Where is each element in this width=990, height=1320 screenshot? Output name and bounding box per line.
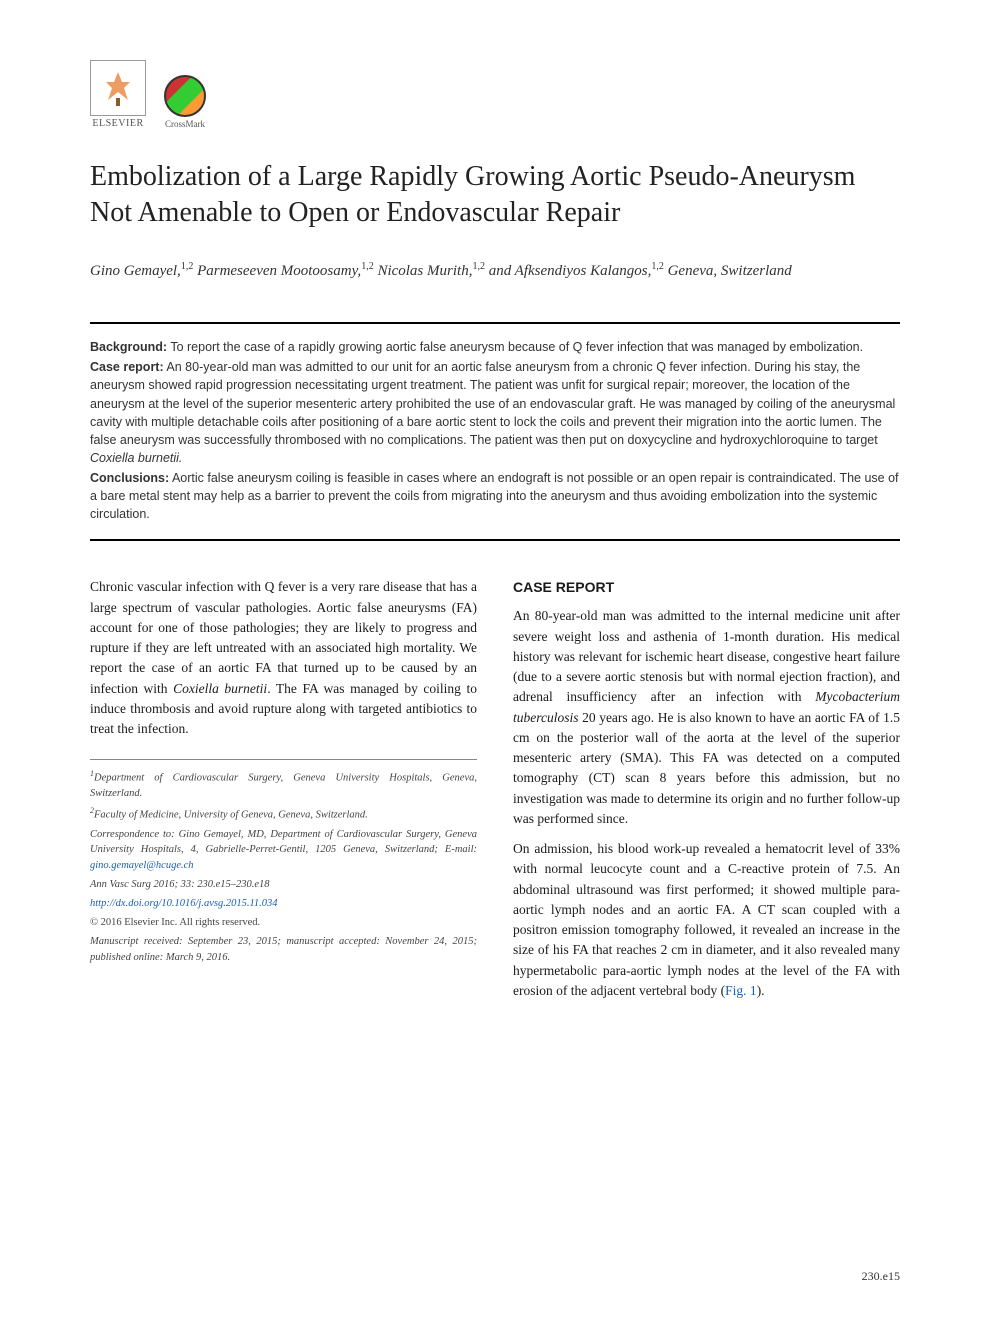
manuscript-history: Manuscript received: September 23, 2015;… (90, 934, 477, 964)
article-title: Embolization of a Large Rapidly Growing … (90, 159, 900, 231)
abstract-case-organism: Coxiella burnetii. (90, 451, 182, 465)
author-list: Gino Gemayel,1,2 Parmeseeven Mootoosamy,… (90, 259, 900, 283)
abstract-conclusions-label: Conclusions: (90, 471, 169, 485)
abstract-case-label: Case report: (90, 360, 164, 374)
intro-organism: Coxiella burnetii (173, 681, 267, 696)
correspondence-text: Correspondence to: Gino Gemayel, MD, Dep… (90, 829, 477, 855)
case-p1-b: 20 years ago. He is also known to have a… (513, 710, 900, 826)
case-p2-b: ). (757, 983, 765, 998)
affiliation-1: 1Department of Cardiovascular Surgery, G… (90, 768, 477, 801)
abstract-conclusions-text: Aortic false aneurysm coiling is feasibl… (90, 471, 899, 521)
abstract-case-text: An 80-year-old man was admitted to our u… (90, 360, 895, 447)
citation-line: Ann Vasc Surg 2016; 33: 230.e15–230.e18 (90, 877, 477, 892)
abstract-box: Background: To report the case of a rapi… (90, 322, 900, 541)
crossmark-logo[interactable]: CrossMark (164, 75, 206, 129)
case-report-p1: An 80-year-old man was admitted to the i… (513, 606, 900, 829)
case-report-heading: CASE REPORT (513, 577, 900, 598)
publisher-logos: ELSEVIER CrossMark (90, 60, 900, 129)
abstract-background-text: To report the case of a rapidly growing … (167, 340, 863, 354)
footnotes-block: 1Department of Cardiovascular Surgery, G… (90, 759, 477, 964)
doi-link[interactable]: http://dx.doi.org/10.1016/j.avsg.2015.11… (90, 898, 278, 909)
body-columns: Chronic vascular infection with Q fever … (90, 577, 900, 1011)
affiliation-2-text: Faculty of Medicine, University of Genev… (94, 810, 368, 821)
affiliation-2: 2Faculty of Medicine, University of Gene… (90, 805, 477, 823)
affiliation-1-text: Department of Cardiovascular Surgery, Ge… (90, 773, 477, 799)
figure-1-link[interactable]: Fig. 1 (725, 983, 757, 998)
copyright-line: © 2016 Elsevier Inc. All rights reserved… (90, 915, 477, 930)
crossmark-label: CrossMark (165, 119, 205, 129)
crossmark-icon (164, 75, 206, 117)
elsevier-label: ELSEVIER (92, 118, 143, 129)
elsevier-logo[interactable]: ELSEVIER (90, 60, 146, 129)
page-number: 230.e15 (862, 1269, 900, 1284)
elsevier-tree-icon (90, 60, 146, 116)
left-column: Chronic vascular infection with Q fever … (90, 577, 477, 1011)
intro-paragraph: Chronic vascular infection with Q fever … (90, 577, 477, 739)
case-report-p2: On admission, his blood work-up revealed… (513, 839, 900, 1001)
abstract-background-label: Background: (90, 340, 167, 354)
intro-text-a: Chronic vascular infection with Q fever … (90, 579, 477, 695)
right-column: CASE REPORT An 80-year-old man was admit… (513, 577, 900, 1011)
correspondence: Correspondence to: Gino Gemayel, MD, Dep… (90, 827, 477, 873)
correspondence-email-link[interactable]: gino.gemayel@hcuge.ch (90, 860, 194, 871)
case-p2-a: On admission, his blood work-up revealed… (513, 841, 900, 998)
